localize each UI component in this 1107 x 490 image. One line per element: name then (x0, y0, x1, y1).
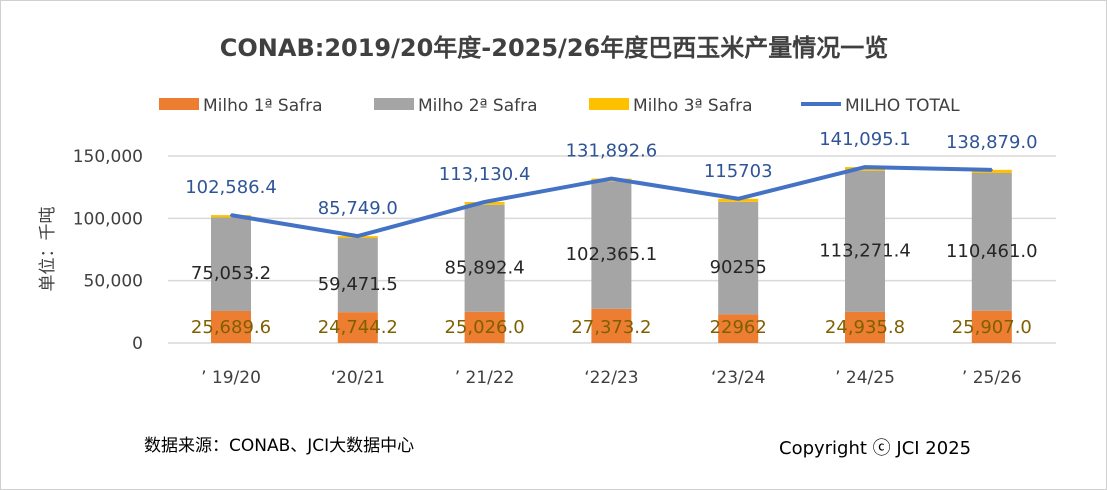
safra2-label: 90255 (710, 257, 767, 278)
x-tick-label: ‘20/21 (331, 368, 385, 388)
bars (211, 167, 1012, 343)
total-point (990, 168, 993, 171)
total-point (230, 214, 232, 217)
safra1-label: 22962 (710, 317, 767, 338)
legend-swatch (589, 98, 629, 110)
bar-milho-1-safra (718, 314, 759, 343)
x-tick-label: ’ 19/20 (201, 368, 261, 388)
bar-milho-2-safra (845, 170, 885, 312)
safra2-label: 75,053.2 (191, 263, 271, 284)
total-point (864, 166, 866, 169)
bar-milho-1-safra (337, 312, 378, 343)
safra1-label: 25,907.0 (952, 317, 1032, 338)
bar-milho-1-safra (971, 310, 1012, 343)
x-tick-label: ‘22/23 (584, 368, 638, 388)
y-axis-label: 单位：千吨 (38, 207, 58, 292)
total-label: 131,892.6 (566, 141, 658, 162)
total-point (356, 235, 359, 238)
bar-milho-1-safra (591, 308, 632, 343)
safra1-label: 25,689.6 (191, 317, 271, 338)
x-tick-label: ’ 21/22 (455, 368, 515, 388)
y-tick-label: 150,000 (73, 147, 143, 167)
bar-milho-2-safra (337, 238, 378, 313)
data-labels: 102,586.4 85,749.0 113,130.4 131,892.6 11570… (185, 129, 1037, 338)
total-label: 113,130.4 (439, 164, 531, 185)
y-axis: 0 50,000 100,000 150,000 (73, 147, 143, 354)
bar-milho-1-safra (464, 311, 505, 343)
chart-title: CONAB:2019/20年度-2025/26年度巴西玉米产量情况一览 (220, 34, 888, 62)
total-label: 115703 (704, 161, 773, 182)
y-tick-label: 50,000 (84, 272, 143, 292)
safra2-label: 110,461.0 (946, 241, 1038, 262)
source-note: 数据来源：CONAB、JCI大数据中心 (144, 436, 414, 456)
total-line (230, 165, 993, 239)
bar-milho-2-safra (718, 201, 759, 315)
x-tick-label: ’ 24/25 (835, 368, 895, 388)
bar-milho-2-safra (464, 204, 505, 312)
safra1-label: 27,373.2 (571, 317, 651, 338)
copyright-note: Copyright ⓒ JCI 2025 (779, 438, 971, 459)
total-point (737, 197, 740, 200)
total-label: 138,879.0 (946, 132, 1038, 153)
total-point (610, 177, 613, 180)
total-label: 141,095.1 (819, 129, 911, 150)
bar-milho-2-safra (591, 181, 632, 309)
legend-label: Milho 1ª Safra (203, 96, 323, 116)
safra1-label: 24,744.2 (318, 317, 398, 338)
legend-swatch (374, 98, 414, 110)
safra2-label: 102,365.1 (566, 244, 658, 265)
x-tick-label: ’ 25/26 (962, 368, 1022, 388)
x-axis: ’ 19/20 ‘20/21 ’ 21/22 ‘22/23 ‘23/24 ’ 24/25 ’… (201, 368, 1022, 388)
total-point (483, 200, 486, 203)
safra2-label: 85,892.4 (445, 257, 525, 278)
legend-label: Milho 3ª Safra (633, 96, 753, 116)
bar-milho-1-safra (211, 310, 251, 343)
safra1-label: 24,935.8 (825, 317, 905, 338)
bar-milho-2-safra (211, 217, 251, 311)
legend-label: MILHO TOTAL (845, 96, 960, 116)
bar-milho-1-safra (845, 311, 885, 343)
y-tick-label: 100,000 (73, 209, 143, 229)
bar-milho-2-safra (971, 172, 1012, 311)
x-tick-label: ‘23/24 (711, 368, 765, 388)
legend: Milho 1ª Safra Milho 2ª Safra Milho 3ª Saf… (159, 96, 960, 116)
total-label: 85,749.0 (318, 198, 398, 219)
bar-milho-3-safra (971, 169, 1012, 173)
legend-label: Milho 2ª Safra (418, 96, 538, 116)
safra1-label: 25,026.0 (445, 317, 525, 338)
safra2-label: 113,271.4 (819, 240, 911, 261)
total-label: 102,586.4 (185, 177, 277, 198)
legend-swatch (159, 98, 199, 110)
safra2-label: 59,471.5 (318, 274, 398, 295)
y-tick-label: 0 (132, 334, 143, 354)
